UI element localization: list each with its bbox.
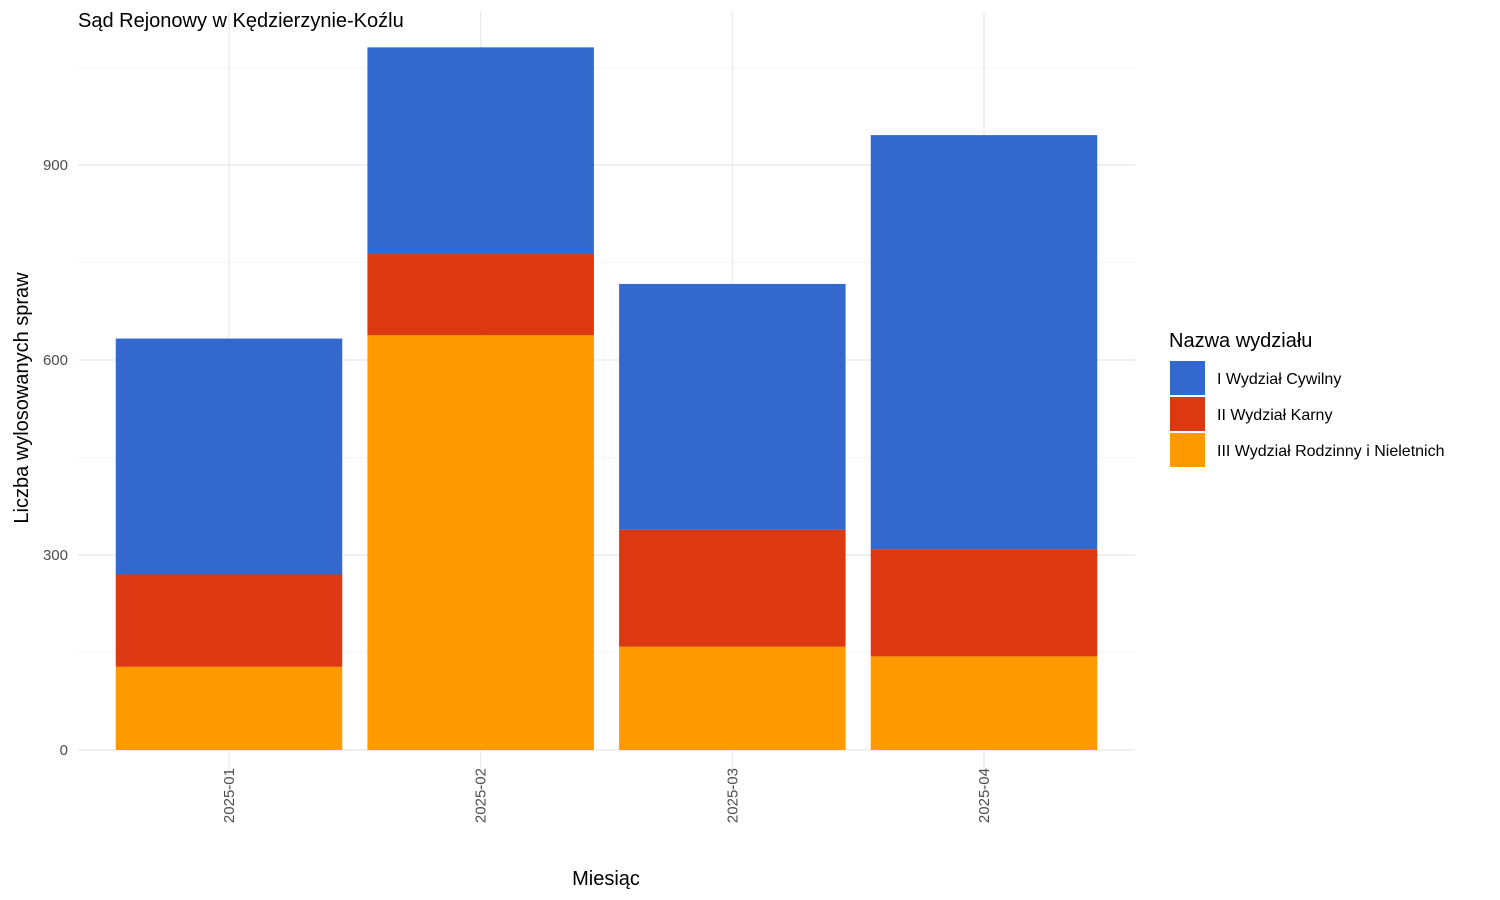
y-axis-ticks: 0 300 600 900 [43,157,68,759]
bar-segment [619,646,846,750]
bar-segment [870,549,1098,657]
x-tick-label: 2025-02 [473,768,490,823]
bar-segment [115,574,343,667]
legend-label: II Wydział Karny [1217,407,1332,424]
bar-segment [367,335,594,750]
y-tick-label: 600 [43,352,68,369]
legend-key [1170,433,1205,467]
legend-items: I Wydział Cywilny II Wydział Karny III Wyd… [1170,361,1445,467]
bar-segment [115,666,343,750]
bar-segment [367,254,594,336]
y-tick-label: 300 [43,547,68,564]
bar-segment [115,338,343,575]
x-axis-ticks: 2025-01 2025-02 2025-03 2025-04 [221,768,993,823]
y-tick-label: 900 [43,157,68,174]
bars [115,47,1098,750]
legend-key [1170,397,1205,431]
legend-title: Nazwa wydziału [1169,330,1312,352]
y-tick-label: 0 [60,742,68,759]
x-tick-label: 2025-03 [724,768,741,823]
x-axis-title: Miesiąc [572,868,640,890]
bar-segment [870,656,1098,750]
bar-segment [619,529,846,647]
x-tick-label: 2025-01 [221,768,238,823]
x-tick-label: 2025-04 [976,768,993,823]
bar-segment [870,135,1098,550]
bar-segment [619,283,846,530]
chart-title: Sąd Rejonowy w Kędzierzynie-Koźlu [78,10,404,32]
bar-segment [367,47,594,255]
legend: Nazwa wydziału I Wydział Cywilny II Wydzi… [1169,330,1445,467]
legend-label: III Wydział Rodzinny i Nieletnich [1217,443,1445,460]
legend-label: I Wydział Cywilny [1217,371,1341,388]
y-axis-title: Liczba wylosowanych spraw [11,272,33,524]
legend-key [1170,361,1205,395]
